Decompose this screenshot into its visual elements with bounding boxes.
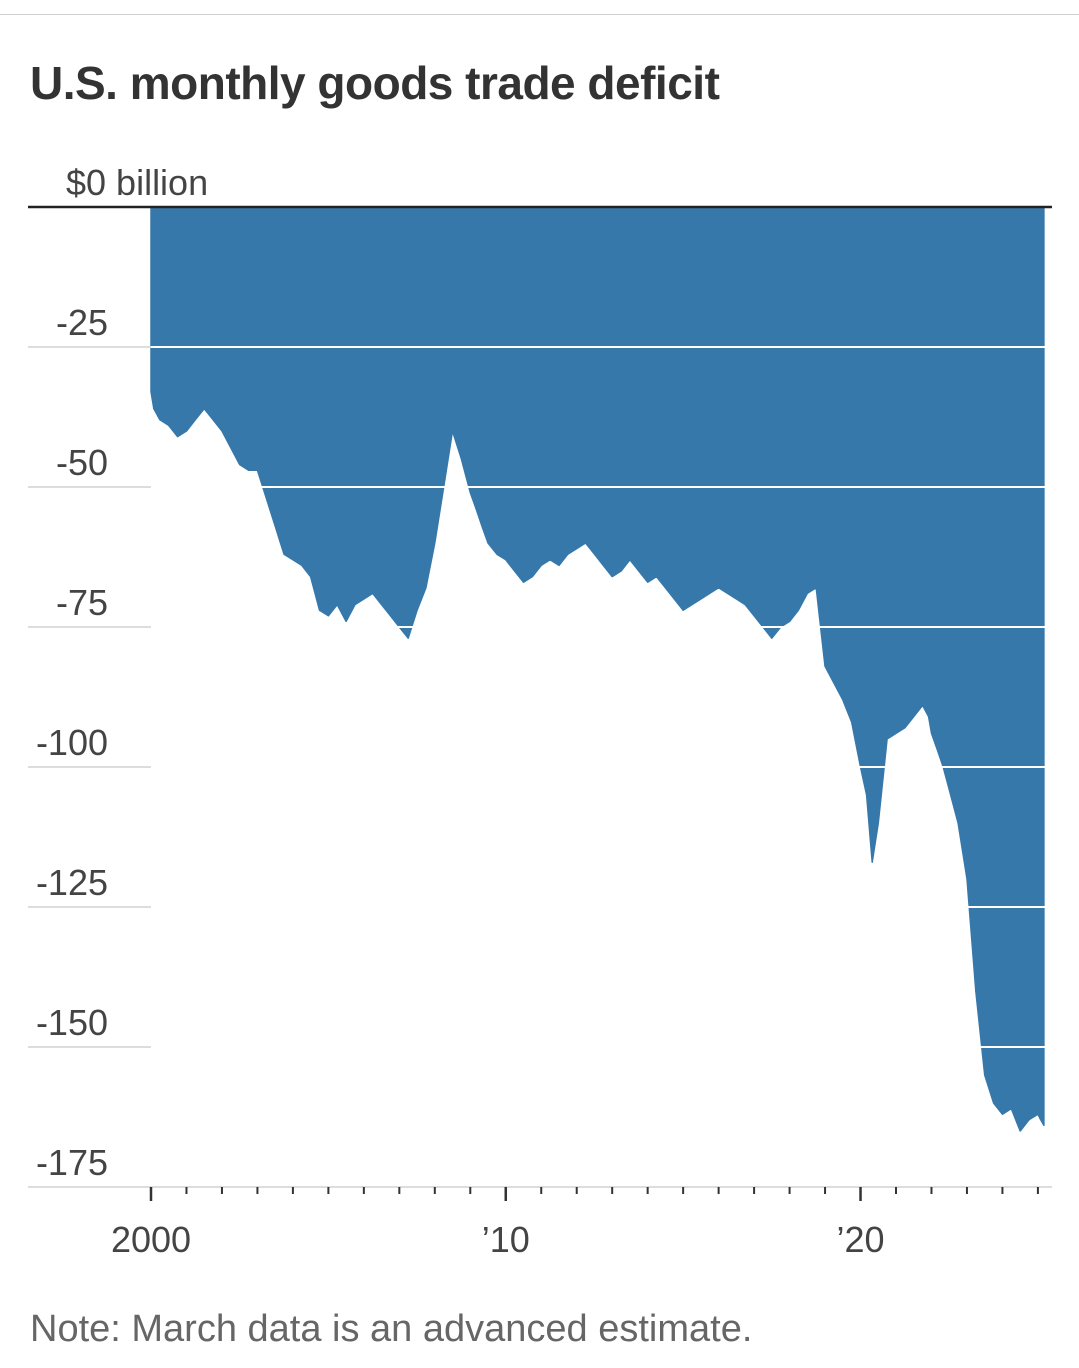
x-tick-label: 2000	[111, 1219, 191, 1260]
y-tick-label: -150	[36, 1002, 108, 1043]
x-axis	[28, 1186, 1052, 1201]
deficit-area	[150, 206, 1045, 1132]
y-tick-label: -125	[36, 862, 108, 903]
area-layer	[150, 206, 1045, 1132]
top-divider	[0, 14, 1079, 15]
chart-note: Note: March data is an advanced estimate…	[30, 1308, 753, 1350]
y-axis-label-zero: $0 billion	[66, 162, 208, 203]
y-tick-label: -25	[56, 302, 108, 343]
x-tick-label: ’10	[482, 1219, 530, 1260]
x-tick-label: ’20	[837, 1219, 885, 1260]
y-tick-label: -100	[36, 722, 108, 763]
y-tick-label: -50	[56, 442, 108, 483]
y-tick-label: -175	[36, 1142, 108, 1183]
y-tick-label: -75	[56, 582, 108, 623]
chart-title: U.S. monthly goods trade deficit	[30, 57, 720, 109]
